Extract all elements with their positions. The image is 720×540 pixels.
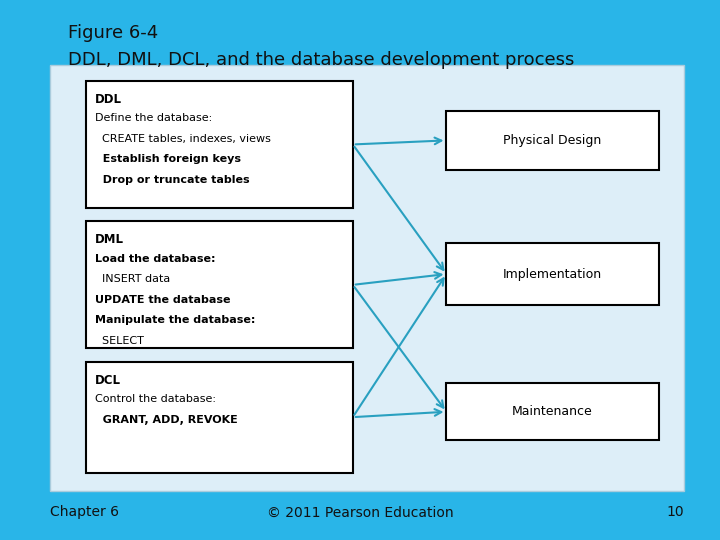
Text: GRANT, ADD, REVOKE: GRANT, ADD, REVOKE <box>95 415 238 425</box>
Text: DDL: DDL <box>95 93 122 106</box>
Text: Drop or truncate tables: Drop or truncate tables <box>95 175 250 185</box>
Text: Establish foreign keys: Establish foreign keys <box>95 154 241 165</box>
Text: © 2011 Pearson Education: © 2011 Pearson Education <box>266 505 454 519</box>
Text: CREATE tables, indexes, views: CREATE tables, indexes, views <box>95 134 271 144</box>
Text: DDL, DML, DCL, and the database development process: DDL, DML, DCL, and the database developm… <box>68 51 575 69</box>
Text: Physical Design: Physical Design <box>503 134 602 147</box>
Text: Load the database:: Load the database: <box>95 254 215 264</box>
Text: Figure 6-4: Figure 6-4 <box>68 24 158 42</box>
Text: Define the database:: Define the database: <box>95 113 212 124</box>
Text: Implementation: Implementation <box>503 267 602 281</box>
Text: SELECT: SELECT <box>95 336 144 346</box>
Text: DCL: DCL <box>95 374 121 387</box>
Text: INSERT data: INSERT data <box>95 274 171 285</box>
Text: Control the database:: Control the database: <box>95 394 216 404</box>
Text: DML: DML <box>95 233 124 246</box>
Text: Maintenance: Maintenance <box>512 405 593 418</box>
Text: Manipulate the database:: Manipulate the database: <box>95 315 256 326</box>
Text: 10: 10 <box>667 505 684 519</box>
Text: UPDATE the database: UPDATE the database <box>95 295 230 305</box>
Text: Chapter 6: Chapter 6 <box>50 505 120 519</box>
